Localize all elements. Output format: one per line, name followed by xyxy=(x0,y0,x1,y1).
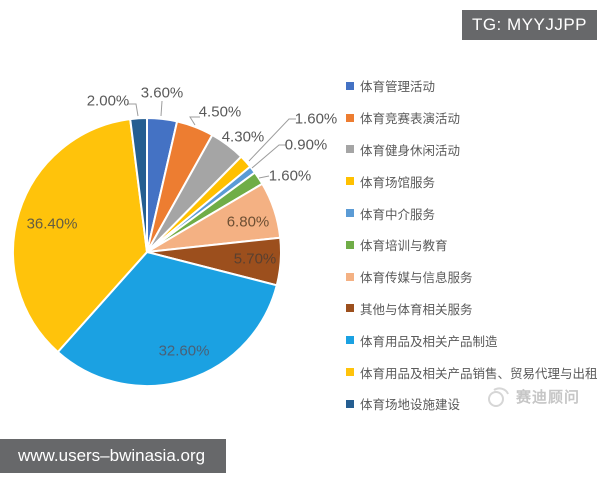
legend-item-2[interactable]: 体育竞赛表演活动 xyxy=(346,102,598,134)
legend-label: 体育培训与教育 xyxy=(360,239,448,254)
source-url-bar: www.users–bwinasia.org xyxy=(0,439,226,473)
legend-item-10[interactable]: 体育用品及相关产品销售、贸易代理与出租 xyxy=(346,356,598,388)
legend-item-7[interactable]: 体育传媒与信息服务 xyxy=(346,261,598,293)
slice-label-10: 36.40% xyxy=(27,216,78,233)
legend-item-3[interactable]: 体育健身休闲活动 xyxy=(346,134,598,166)
leader-line xyxy=(127,103,139,117)
pie-slice-11[interactable] xyxy=(129,116,148,253)
legend-item-6[interactable]: 体育培训与教育 xyxy=(346,229,598,261)
slice-label-3: 4.30% xyxy=(222,129,265,146)
slice-label-11: 2.00% xyxy=(87,93,130,110)
legend-marker-icon xyxy=(346,177,354,186)
legend-item-4[interactable]: 体育场馆服务 xyxy=(346,165,598,197)
leader-line xyxy=(160,100,163,117)
legend-label: 体育管理活动 xyxy=(360,80,436,95)
legend-label: 体育场馆服务 xyxy=(360,175,436,190)
slice-label-5: 0.90% xyxy=(285,137,328,154)
legend-item-1[interactable]: 体育管理活动 xyxy=(346,70,598,102)
slice-label-6: 1.60% xyxy=(269,168,312,185)
legend-item-8[interactable]: 其他与体育相关服务 xyxy=(346,293,598,325)
legend-marker-icon xyxy=(346,399,354,408)
legend-marker-icon xyxy=(346,336,354,345)
legend-label: 体育中介服务 xyxy=(360,207,436,222)
slice-label-1: 3.60% xyxy=(141,85,184,102)
legend-marker-icon xyxy=(346,272,354,281)
pie-slice-10[interactable] xyxy=(12,117,149,354)
slice-label-2: 4.50% xyxy=(199,104,242,121)
slice-label-4: 1.60% xyxy=(295,111,338,128)
slice-label-9: 32.60% xyxy=(159,343,210,360)
watermark-text: 赛迪顾问 xyxy=(516,388,581,406)
chart-legend: 体育管理活动体育竞赛表演活动 体育健身休闲活动 体育场馆服务 体育中介服务 体育培训与教… xyxy=(346,70,598,420)
telegram-badge: TG: MYYJJPP xyxy=(462,10,597,40)
legend-item-11[interactable]: 体育场地设施建设 xyxy=(346,388,598,420)
source-url: www.users–bwinasia.org xyxy=(18,446,206,465)
watermark: 赛迪顾问 xyxy=(486,383,580,409)
legend-item-5[interactable]: 体育中介服务 xyxy=(346,197,598,229)
legend-marker-icon xyxy=(346,145,354,154)
leader-line xyxy=(258,175,270,179)
legend-label: 体育用品及相关产品销售、贸易代理与出租 xyxy=(360,366,598,381)
legend-label: 体育用品及相关产品制造 xyxy=(360,334,498,349)
legend-label: 体育场地设施建设 xyxy=(360,398,461,413)
legend-label: 其他与体育相关服务 xyxy=(360,302,473,317)
leader-line xyxy=(189,116,200,126)
legend-marker-icon xyxy=(346,81,354,90)
legend-label: 体育健身休闲活动 xyxy=(360,143,461,158)
watermark-logo-icon xyxy=(488,387,509,407)
legend-marker-icon xyxy=(346,368,354,377)
legend-item-9[interactable]: 体育用品及相关产品制造 xyxy=(346,324,598,356)
slice-label-7: 6.80% xyxy=(227,214,270,231)
slice-label-8: 5.70% xyxy=(234,251,277,268)
leader-line xyxy=(248,118,296,162)
legend-marker-icon xyxy=(346,240,354,249)
legend-marker-icon xyxy=(346,113,354,122)
legend-marker-icon xyxy=(346,209,354,218)
leader-line xyxy=(251,144,286,169)
pie-slice-9[interactable] xyxy=(56,250,279,387)
legend-label: 体育传媒与信息服务 xyxy=(360,271,473,286)
legend-marker-icon xyxy=(346,304,354,313)
legend-label: 体育竞赛表演活动 xyxy=(360,112,461,127)
